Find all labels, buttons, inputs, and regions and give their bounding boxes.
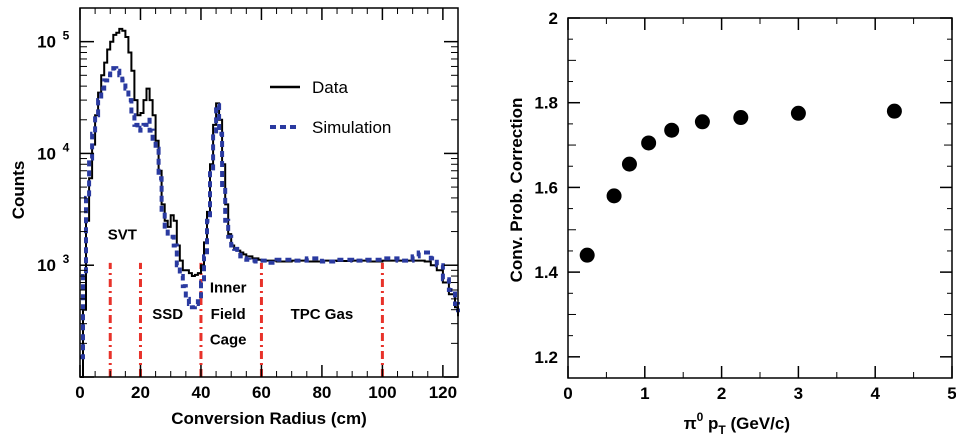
right-x-axis-title: π0 pT (GeV/c)	[684, 410, 790, 434]
region-boundaries	[108, 262, 384, 377]
xlabel-sub: T	[718, 423, 726, 434]
right-x-tick-label: 5	[947, 384, 956, 403]
legend: Data Simulation	[270, 78, 391, 137]
right-y-tick-label: 1.4	[534, 263, 558, 282]
right-points	[579, 103, 902, 263]
legend-data-label: Data	[312, 78, 348, 97]
right-x-tick-label: 3	[794, 384, 803, 403]
right-y-tick-label: 1.2	[534, 348, 558, 367]
left-x-tick-label: 100	[368, 383, 396, 402]
xlabel-pi: π	[684, 414, 697, 433]
series-simulation	[80, 66, 460, 360]
left-y-tick-label: 10	[37, 144, 56, 163]
right-plot-frame	[567, 17, 953, 379]
left-y-tick-exponent: 5	[63, 29, 70, 43]
left-y-tick-label: 10	[37, 256, 56, 275]
data-point	[606, 188, 622, 204]
left-plot-frame	[79, 7, 459, 378]
region-label: Inner	[210, 280, 247, 297]
region-label: SSD	[152, 306, 183, 323]
right-x-tick-label: 2	[717, 384, 726, 403]
data-point	[733, 110, 749, 126]
left-series	[80, 27, 460, 378]
region-label: TPC Gas	[291, 306, 354, 323]
xlabel-p: p	[703, 414, 718, 433]
left-x-tick-label: 120	[429, 383, 457, 402]
series-data	[80, 27, 459, 378]
legend-simulation-label: Simulation	[312, 118, 391, 137]
right-x-tick-label: 4	[870, 384, 880, 403]
right-x-tick-label: 0	[563, 384, 572, 403]
data-point	[621, 156, 637, 172]
left-y-axis-title: Counts	[9, 161, 28, 220]
right-y-tick-label: 1.6	[534, 178, 558, 197]
region-label: Cage	[210, 332, 247, 349]
right-ticks: 0 1 2 3 4 5 1.2 1.4 1.6 1.8 2	[534, 9, 956, 403]
left-x-tick-label: 0	[75, 383, 84, 402]
region-label: SVT	[108, 226, 137, 243]
left-x-tick-label: 20	[131, 383, 150, 402]
data-point	[641, 135, 657, 151]
left-ticks: 0 20 40 60 80 100 120 10 3 10 4 10 5	[37, 7, 459, 402]
left-x-tick-label: 60	[252, 383, 271, 402]
left-y-tick-label: 10	[37, 33, 56, 52]
right-y-axis-title: Conv. Prob. Correction	[507, 98, 526, 283]
left-x-axis-title: Conversion Radius (cm)	[171, 409, 367, 428]
left-y-tick-exponent: 3	[63, 252, 70, 266]
region-label: Field	[211, 306, 246, 323]
data-point	[790, 105, 806, 121]
right-y-tick-label: 1.8	[534, 94, 558, 113]
xlabel-sup: 0	[697, 410, 704, 424]
data-point	[694, 114, 710, 130]
left-x-tick-label: 80	[312, 383, 331, 402]
right-y-tick-label: 2	[549, 9, 558, 28]
region-labels: SVT SSD Inner Field Cage TPC Gas	[108, 226, 353, 348]
data-point	[664, 122, 680, 138]
right-panel: 0 1 2 3 4 51.21.41.61.82 π0 pT (GeV/c) Conv. …	[507, 9, 956, 434]
data-point	[579, 247, 595, 263]
xlabel-unit: (GeV/c)	[726, 414, 790, 433]
left-x-tick-label: 40	[191, 383, 210, 402]
left-y-tick-exponent: 4	[63, 140, 70, 154]
left-panel: 0 20 40 60 80 100 120 10 3 10 4 10 5 SVT SSD Inner Fiel…	[9, 7, 460, 428]
data-point	[886, 103, 902, 119]
right-x-tick-label: 1	[640, 384, 649, 403]
